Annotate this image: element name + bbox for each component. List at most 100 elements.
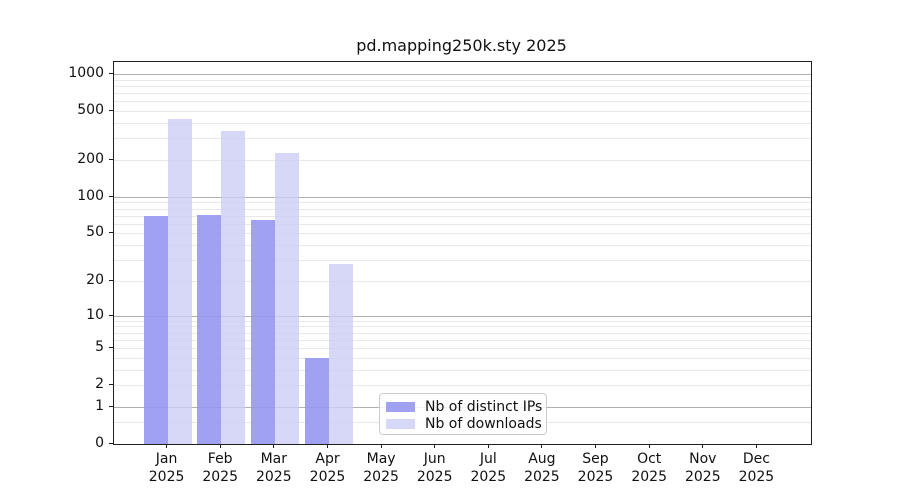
y-tick (109, 443, 113, 444)
gridline-minor (114, 159, 811, 161)
y-tick-label: 1000 (68, 64, 104, 81)
gridline-major (114, 315, 811, 317)
gridline-minor (114, 348, 811, 349)
gridline-minor (114, 245, 811, 247)
x-tick (648, 444, 650, 448)
gridline-minor (114, 111, 811, 112)
x-tick (595, 444, 596, 448)
y-tick (109, 405, 113, 407)
x-tick (755, 444, 757, 448)
gridline-minor (114, 223, 811, 225)
x-tick-year-label: 2025 (309, 469, 346, 485)
x-tick (166, 444, 168, 448)
legend: Nb of distinct IPs Nb of downloads (379, 393, 547, 435)
gridline-minor (114, 280, 811, 282)
gridline-major (114, 196, 811, 198)
x-tick-year-label: 2025 (738, 469, 775, 485)
bar-downloads-feb (221, 130, 246, 444)
gridline-minor (114, 122, 811, 124)
gridline-minor (114, 385, 811, 387)
legend-swatch-downloads (386, 418, 415, 429)
y-tick-label: 1 (95, 397, 104, 414)
gridline-minor (114, 332, 811, 334)
bar-downloads-mar (274, 152, 299, 444)
x-tick-year-label: 2025 (524, 469, 560, 485)
gridline-minor (114, 79, 811, 81)
bar-distinct-ips-feb (197, 214, 222, 444)
x-tick-year-label: 2025 (684, 469, 721, 485)
x-tick-label-oct: Oct 2025 (617, 450, 681, 486)
x-tick-label-sep: Sep 2025 (564, 450, 628, 486)
x-tick-year-label: 2025 (577, 469, 614, 485)
bar-downloads-apr (328, 263, 353, 444)
bar-distinct-ips-jan (143, 216, 168, 444)
x-tick-year-label: 2025 (148, 469, 185, 485)
legend-item-distinct-ips: Nb of distinct IPs (386, 398, 543, 415)
bar-distinct-ips-mar (250, 219, 275, 444)
y-tick-label: 5 (95, 339, 104, 355)
gridline-minor (114, 138, 811, 140)
x-tick (219, 444, 221, 448)
gridline-minor (114, 357, 811, 359)
x-tick-label-jun: Jun 2025 (403, 450, 467, 486)
x-tick-label-apr: Apr 2025 (296, 450, 360, 486)
y-tick (109, 195, 113, 197)
x-tick-label-nov: Nov 2025 (671, 450, 735, 486)
x-tick-label-feb: Feb 2025 (188, 450, 252, 486)
x-tick-year-label: 2025 (416, 469, 453, 485)
x-tick (541, 444, 543, 448)
legend-label-distinct-ips: Nb of distinct IPs (425, 398, 543, 415)
x-tick-label-aug: Aug 2025 (510, 450, 574, 486)
y-tick (109, 232, 113, 234)
gridline-minor (114, 320, 811, 322)
x-tick-year-label: 2025 (255, 469, 292, 485)
legend-label-downloads: Nb of downloads (425, 415, 542, 432)
gridline-minor (114, 85, 811, 87)
gridline-minor (114, 93, 811, 94)
x-tick-label-may: May 2025 (349, 450, 413, 486)
x-tick-year-label: 2025 (363, 469, 399, 485)
gridline-minor (114, 369, 811, 371)
gridline-minor (114, 233, 811, 235)
x-tick (434, 444, 436, 448)
x-tick-year-label: 2025 (631, 469, 667, 485)
gridline-minor (114, 101, 811, 103)
plot-area (113, 61, 812, 445)
y-tick-label: 20 (86, 271, 104, 288)
y-tick-label: 50 (86, 224, 104, 241)
x-tick-label-mar: Mar 2025 (242, 450, 306, 486)
gridline-minor (114, 208, 811, 210)
x-tick-label-dec: Dec 2025 (724, 450, 788, 486)
y-tick-label: 2 (95, 376, 104, 393)
gridline-minor (114, 215, 811, 217)
y-tick (109, 279, 113, 281)
y-tick (109, 384, 113, 386)
bar-downloads-jan (167, 118, 192, 444)
y-tick (109, 110, 113, 111)
gridline-minor (114, 326, 811, 328)
y-tick-label: 500 (77, 102, 104, 118)
x-tick (380, 444, 382, 448)
x-tick-label-jul: Jul 2025 (456, 450, 520, 486)
chart-title: pd.mapping250k.sty 2025 (356, 36, 567, 55)
x-tick (327, 444, 328, 448)
y-tick (109, 72, 113, 74)
gridline-minor (114, 260, 811, 262)
x-tick (487, 444, 489, 448)
legend-item-downloads: Nb of downloads (386, 415, 542, 432)
x-tick (702, 444, 704, 448)
y-tick-label: 0 (95, 435, 104, 451)
legend-swatch-distinct-ips (386, 401, 415, 412)
x-tick-label-jan: Jan 2025 (135, 450, 199, 486)
x-tick (273, 444, 275, 448)
gridline-major (114, 73, 811, 75)
y-tick (109, 314, 113, 316)
bar-distinct-ips-apr (304, 357, 329, 444)
y-tick (109, 347, 113, 348)
gridline-minor (114, 202, 811, 204)
y-tick-label: 100 (77, 187, 104, 204)
gridline-minor (114, 339, 811, 341)
x-tick-year-label: 2025 (470, 469, 507, 485)
y-tick-label: 10 (86, 306, 104, 323)
x-tick-year-label: 2025 (202, 469, 238, 485)
